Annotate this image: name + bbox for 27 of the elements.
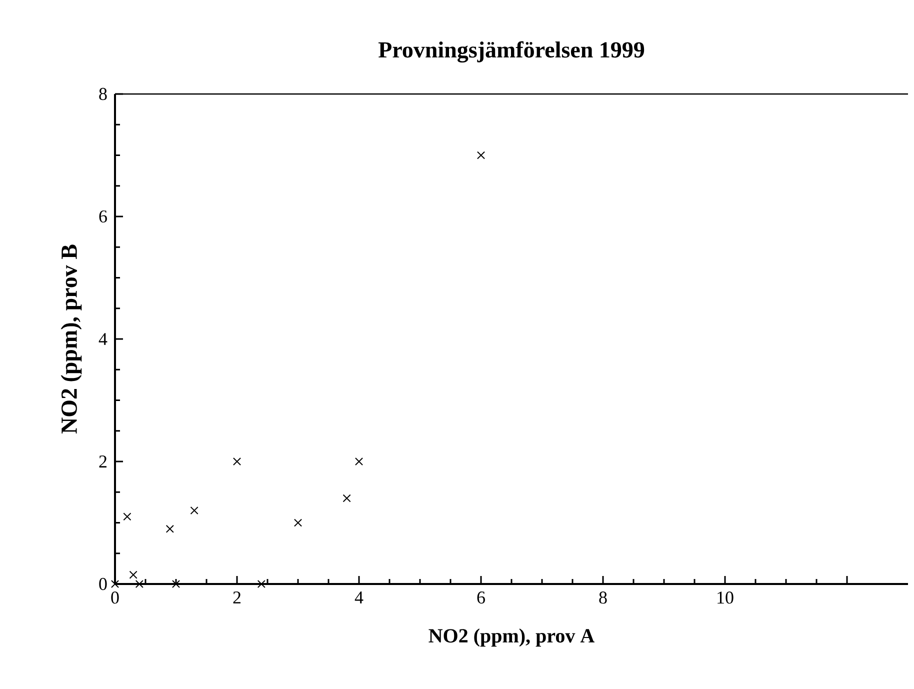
point	[123, 512, 132, 521]
y-tick-label: 2	[99, 456, 106, 468]
point	[110, 580, 120, 588]
y-tick-label: 6	[99, 210, 107, 223]
x-tick-label: 0	[111, 592, 119, 604]
point	[166, 524, 174, 533]
y-tick-label: 8	[99, 88, 107, 100]
x-tick-label: 4	[354, 592, 364, 604]
point	[476, 151, 486, 160]
y-tick-label: 0	[99, 578, 107, 590]
point	[190, 506, 198, 515]
point	[354, 457, 364, 466]
x-axis-title: NO2 (ppm), prov A	[428, 628, 594, 647]
x-tick-label: 2	[233, 592, 240, 604]
x-tick-label: 6	[477, 592, 485, 604]
x-tick-label: 8	[599, 592, 607, 604]
point	[172, 580, 180, 588]
point	[129, 570, 138, 579]
y-tick-label: 4	[98, 333, 108, 345]
x-tick-label: 10	[718, 592, 734, 604]
point	[135, 580, 144, 588]
point	[294, 518, 302, 527]
point	[232, 457, 242, 466]
point	[257, 580, 266, 588]
y-axis-title: NO2 (ppm), prov B	[60, 244, 82, 434]
chart-title: Provningsjämförelsen 1999	[378, 41, 644, 62]
point	[342, 494, 351, 502]
